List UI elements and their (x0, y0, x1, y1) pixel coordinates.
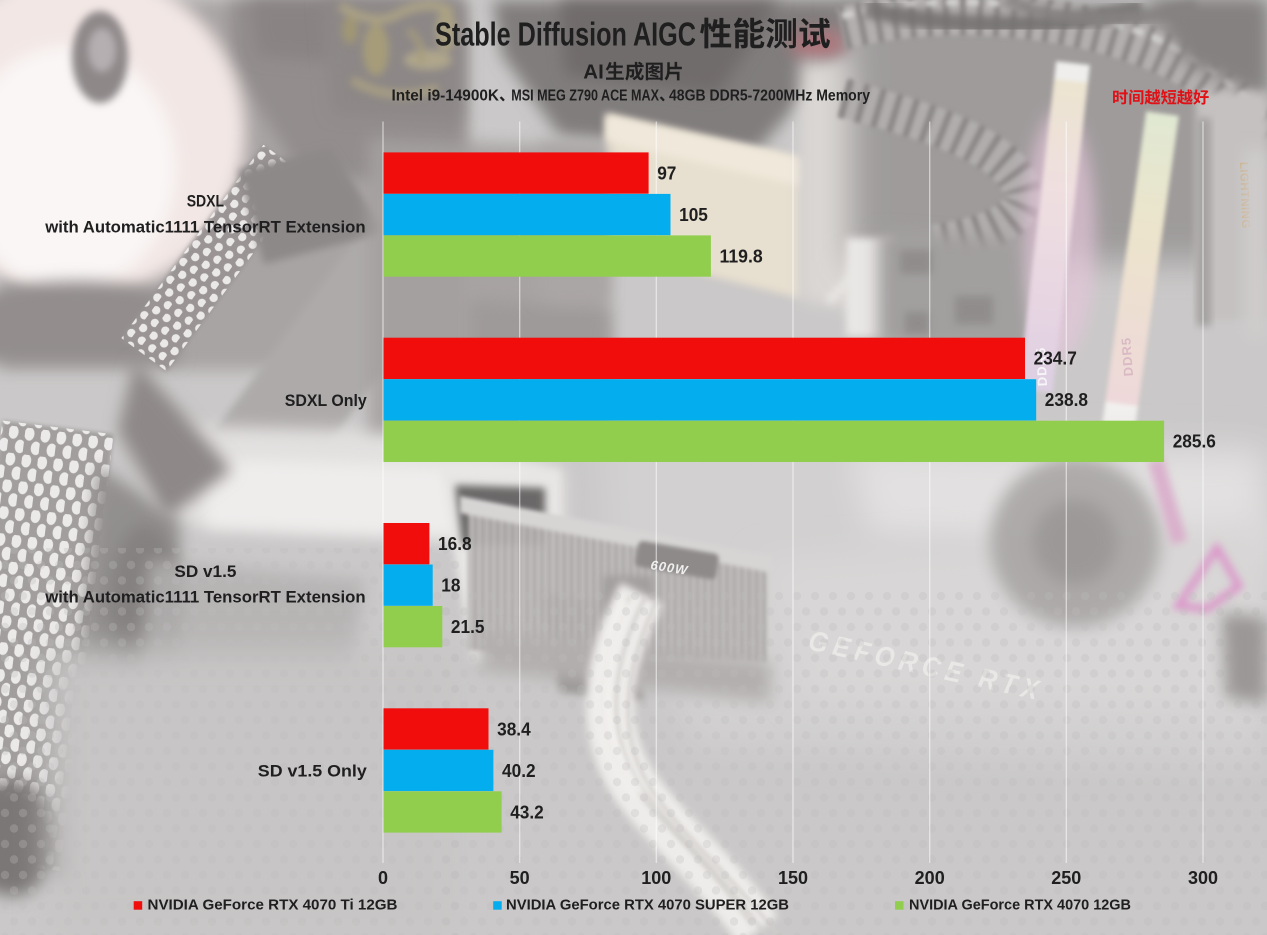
svg-text:600W: 600W (650, 557, 691, 578)
svg-text:105: 105 (679, 205, 708, 225)
svg-text:50: 50 (510, 868, 530, 888)
svg-text:MSI MEG Z790 ACE MAX: MSI MEG Z790 ACE MAX (511, 87, 659, 104)
svg-text:NVIDIA GeForce RTX 4070 SUPER: NVIDIA GeForce RTX 4070 SUPER 12GB (506, 896, 789, 913)
svg-text:Intel i9-14900K: Intel i9-14900K (392, 87, 500, 104)
svg-text:NVIDIA GeForce RTX 4070 12GB: NVIDIA GeForce RTX 4070 12GB (909, 896, 1131, 913)
svg-text:48GB DDR5-7200MHz Memory: 48GB DDR5-7200MHz Memory (669, 87, 870, 104)
svg-text:21.5: 21.5 (451, 617, 485, 637)
svg-text:234.7: 234.7 (1034, 349, 1077, 369)
svg-text:238.8: 238.8 (1045, 390, 1088, 410)
svg-text:200: 200 (915, 868, 945, 888)
svg-text:DDR5: DDR5 (1033, 346, 1050, 386)
svg-text:250: 250 (1051, 868, 1081, 888)
svg-text:with Automatic1111 TensorRT Ex: with Automatic1111 TensorRT Extension (44, 588, 365, 607)
svg-text:285.6: 285.6 (1173, 432, 1216, 452)
svg-text:DDR5: DDR5 (1118, 336, 1136, 376)
svg-text:SDXL: SDXL (187, 192, 224, 211)
svg-text:300: 300 (1188, 868, 1218, 888)
svg-text:SD v1.5: SD v1.5 (174, 562, 236, 581)
svg-text:AI: AI (583, 61, 604, 84)
svg-text:150: 150 (778, 868, 808, 888)
svg-text:100: 100 (641, 868, 671, 888)
svg-text:SDXL Only: SDXL Only (285, 391, 368, 410)
svg-text:119.8: 119.8 (720, 246, 763, 266)
svg-text:Stable Diffusion AIGC: Stable Diffusion AIGC (435, 16, 696, 53)
svg-text:NVIDIA GeForce RTX 4070 Ti 12G: NVIDIA GeForce RTX 4070 Ti 12GB (148, 896, 398, 913)
svg-text:97: 97 (657, 164, 676, 184)
svg-text:18: 18 (441, 576, 460, 596)
svg-text:with Automatic1111 TensorRT Ex: with Automatic1111 TensorRT Extension (44, 217, 365, 236)
svg-text:38.4: 38.4 (497, 719, 531, 739)
svg-text:40.2: 40.2 (502, 761, 536, 781)
svg-text:43.2: 43.2 (510, 802, 544, 822)
svg-text:SD v1.5 Only: SD v1.5 Only (258, 761, 368, 780)
svg-text:0: 0 (378, 868, 388, 888)
svg-text:16.8: 16.8 (438, 534, 472, 554)
